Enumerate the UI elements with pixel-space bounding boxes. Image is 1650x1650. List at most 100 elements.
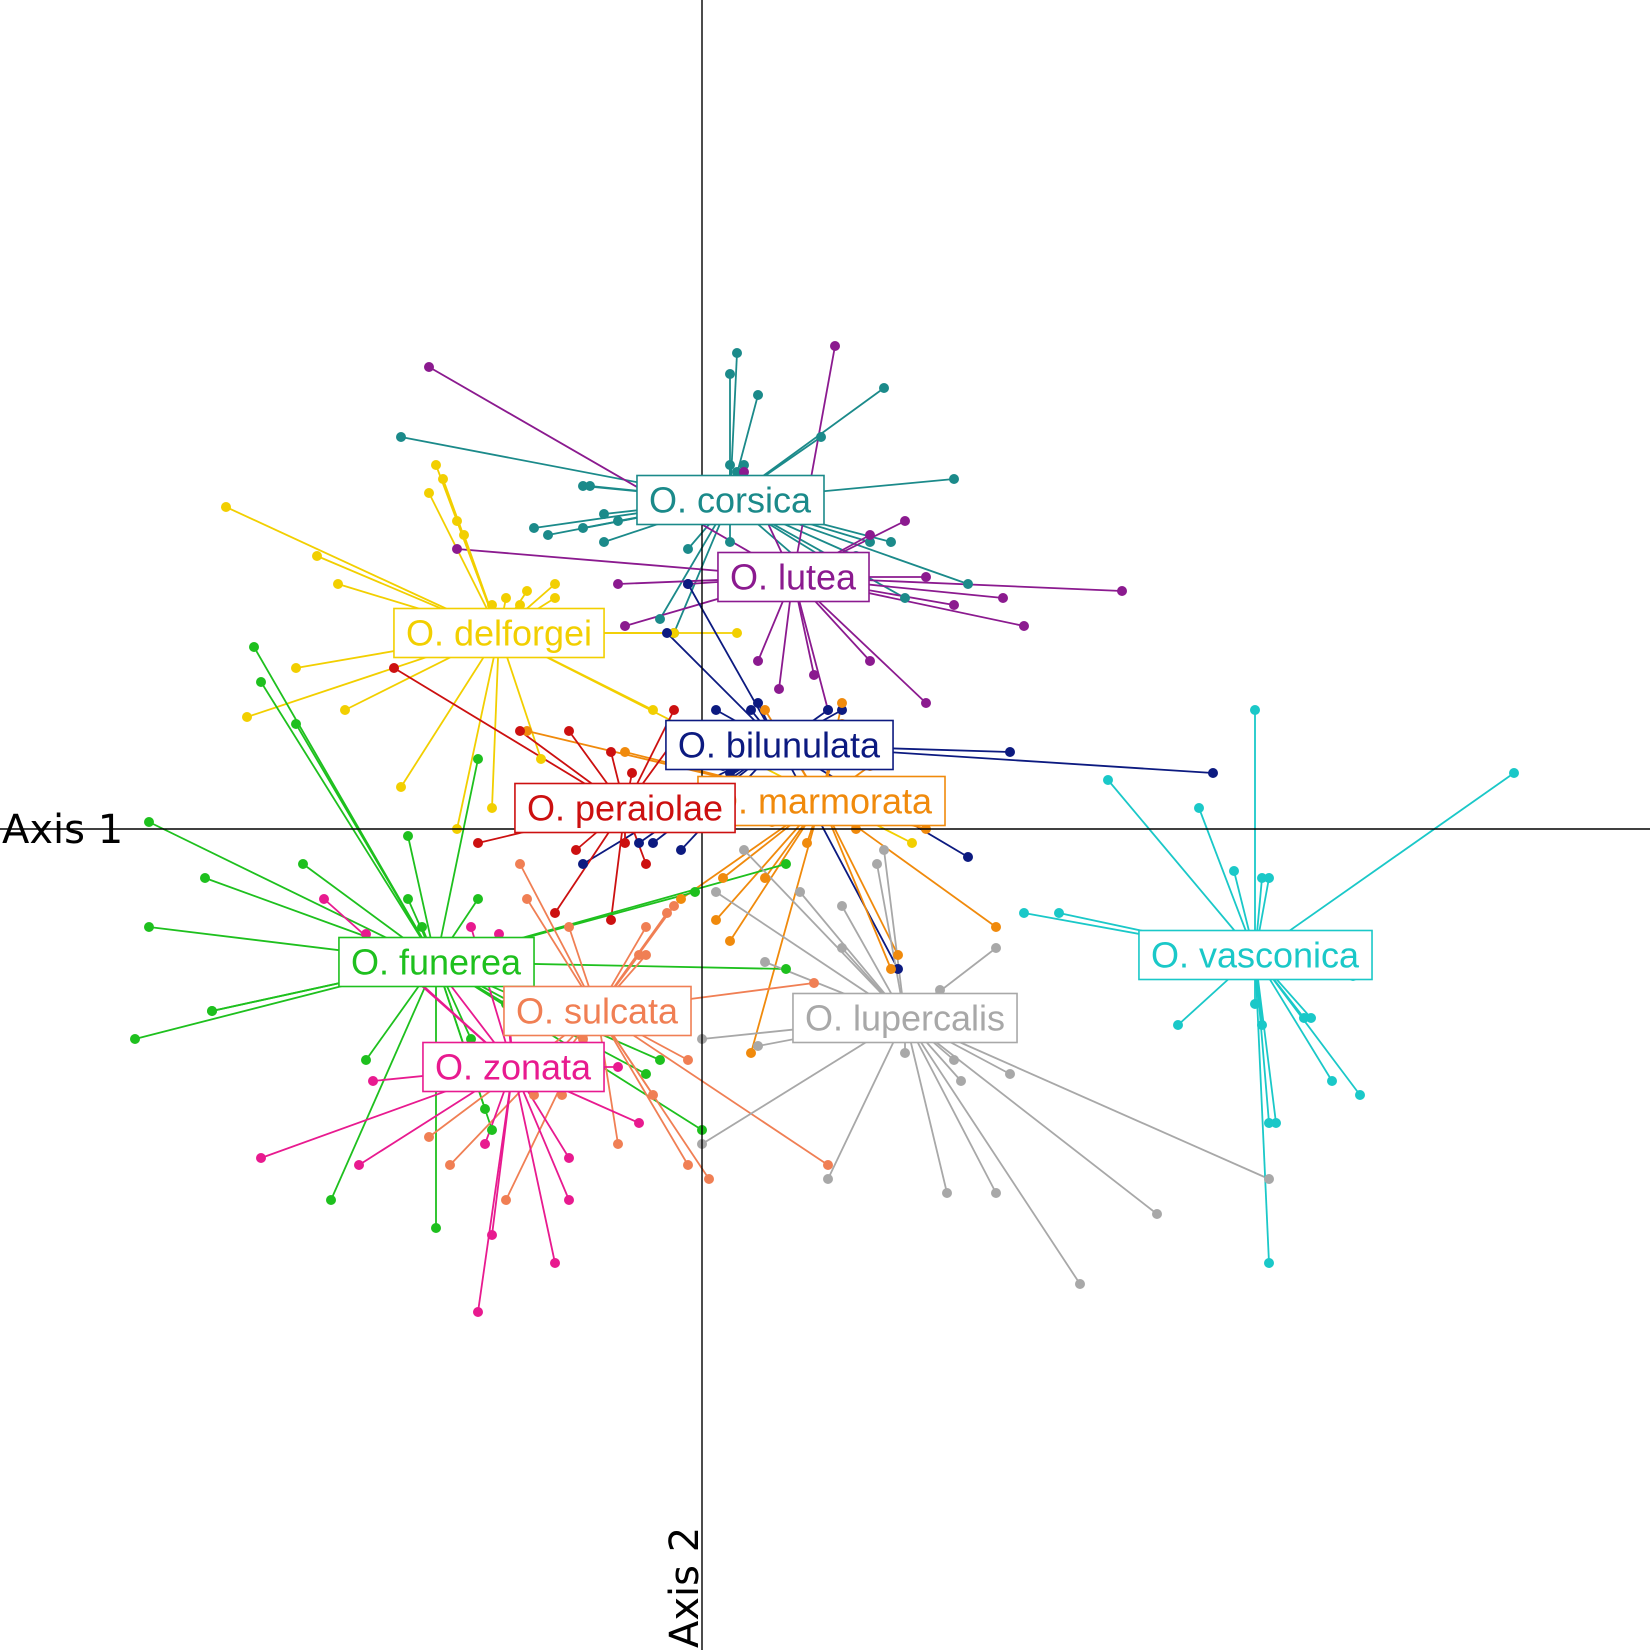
o-lutea-point [900, 516, 910, 526]
o-sulcata-label-box [503, 985, 692, 1037]
o-sulcata-point [564, 922, 574, 932]
o-lutea-label-text: O. lutea [730, 557, 857, 598]
o-corsica-point [578, 523, 588, 533]
o-sulcata-point [648, 1090, 658, 1100]
o-sulcata-point [641, 922, 651, 932]
o-corsica-point [879, 383, 889, 393]
o-sulcata-point [501, 1195, 511, 1205]
o-funerea-point [480, 1104, 490, 1114]
o-marmorata-point [893, 950, 903, 960]
o-delforgei-point [487, 600, 497, 610]
o-vasconica-point [1271, 1118, 1281, 1128]
o-vasconica-point [1299, 1013, 1309, 1023]
o-delforgei-point [242, 712, 252, 722]
o-funerea-point [417, 922, 427, 932]
o-lutea-point [949, 600, 959, 610]
o-marmorata-point [746, 1048, 756, 1058]
o-lupercalis-label: O. lupercalis [792, 992, 1018, 1044]
o-funerea-point [781, 964, 791, 974]
o-delforgei-label-text: O. delforgei [406, 613, 592, 654]
o-marmorata-label: O. marmorata [697, 775, 946, 827]
o-vasconica-point [1173, 1020, 1183, 1030]
o-sulcata-point [641, 950, 651, 960]
o-lupercalis-spoke [904, 1017, 1158, 1215]
o-funerea-point [403, 831, 413, 841]
o-bilunulata-point [676, 845, 686, 855]
o-delforgei-point [648, 705, 658, 715]
o-vasconica-point [1257, 873, 1267, 883]
o-zonata-point [564, 1153, 574, 1163]
o-delforgei-point [550, 579, 560, 589]
o-zonata-point [256, 1153, 266, 1163]
o-vasconica-label-box [1138, 929, 1373, 981]
o-corsica-point [732, 348, 742, 358]
o-lutea-point [865, 530, 875, 540]
o-delforgei-point [907, 838, 917, 848]
o-peraiolae-point [571, 845, 581, 855]
o-corsica-label-box [636, 474, 825, 526]
o-lutea-point [620, 621, 630, 631]
o-marmorata-spoke [820, 800, 899, 956]
o-peraiolae-point [564, 726, 574, 736]
o-lutea-label-box [717, 551, 870, 603]
o-vasconica-point [1264, 1118, 1274, 1128]
o-funerea-point [466, 1034, 476, 1044]
o-sulcata-label-text: O. sulcata [516, 991, 679, 1032]
o-marmorata-point [718, 873, 728, 883]
o-zonata-point [487, 1230, 497, 1240]
o-funerea-point [781, 859, 791, 869]
o-bilunulata-point [893, 964, 903, 974]
o-bilunulata-point [634, 838, 644, 848]
o-delforgei-spoke [456, 632, 500, 830]
o-marmorata-point [760, 705, 770, 715]
o-lupercalis-point [1152, 1209, 1162, 1219]
o-sulcata-point [522, 894, 532, 904]
o-lutea-point [753, 656, 763, 666]
o-delforgei-point [732, 628, 742, 638]
o-lupercalis-spoke [743, 849, 906, 1019]
o-corsica-point [739, 460, 749, 470]
o-sulcata-point [634, 950, 644, 960]
o-funerea-point [403, 894, 413, 904]
o-sulcata-point [557, 1090, 567, 1100]
o-corsica-point [578, 481, 588, 491]
o-lupercalis-spoke [876, 863, 906, 1019]
o-lupercalis-point [991, 943, 1001, 953]
o-peraiolae-label-box [514, 782, 736, 834]
o-funerea-point [298, 859, 308, 869]
o-bilunulata-point [683, 579, 693, 589]
o-funerea-point [655, 1055, 665, 1065]
o-zonata-point [613, 1062, 623, 1072]
o-marmorata-point [802, 838, 812, 848]
o-funerea-point [361, 1055, 371, 1065]
o-delforgei-point [522, 586, 532, 596]
o-delforgei-point [452, 516, 462, 526]
o-peraiolae-point [620, 838, 630, 848]
o-sulcata-spoke [596, 1010, 829, 1166]
o-lupercalis-point [795, 887, 805, 897]
o-zonata-point [354, 1160, 364, 1170]
o-funerea-point [256, 677, 266, 687]
o-vasconica-point [1306, 1013, 1316, 1023]
o-bilunulata-point [711, 705, 721, 715]
o-corsica-point [886, 537, 896, 547]
o-delforgei-point [515, 600, 525, 610]
o-funerea-point [249, 642, 259, 652]
o-vasconica-point [1257, 1020, 1267, 1030]
o-peraiolae-point [473, 838, 483, 848]
o-sulcata-point [683, 1055, 693, 1065]
o-vasconica-point [1054, 908, 1064, 918]
o-vasconica-label: O. vasconica [1138, 929, 1373, 981]
o-peraiolae-point [606, 747, 616, 757]
o-funerea-point [473, 754, 483, 764]
o-funerea-point [144, 922, 154, 932]
o-delforgei-point [340, 705, 350, 715]
o-vasconica-point [1103, 775, 1113, 785]
o-delforgei-spoke [491, 632, 500, 809]
o-lutea-spoke [792, 345, 836, 578]
o-corsica-point [529, 523, 539, 533]
o-lupercalis-point [872, 859, 882, 869]
o-marmorata-point [676, 894, 686, 904]
o-peraiolae-point [627, 768, 637, 778]
